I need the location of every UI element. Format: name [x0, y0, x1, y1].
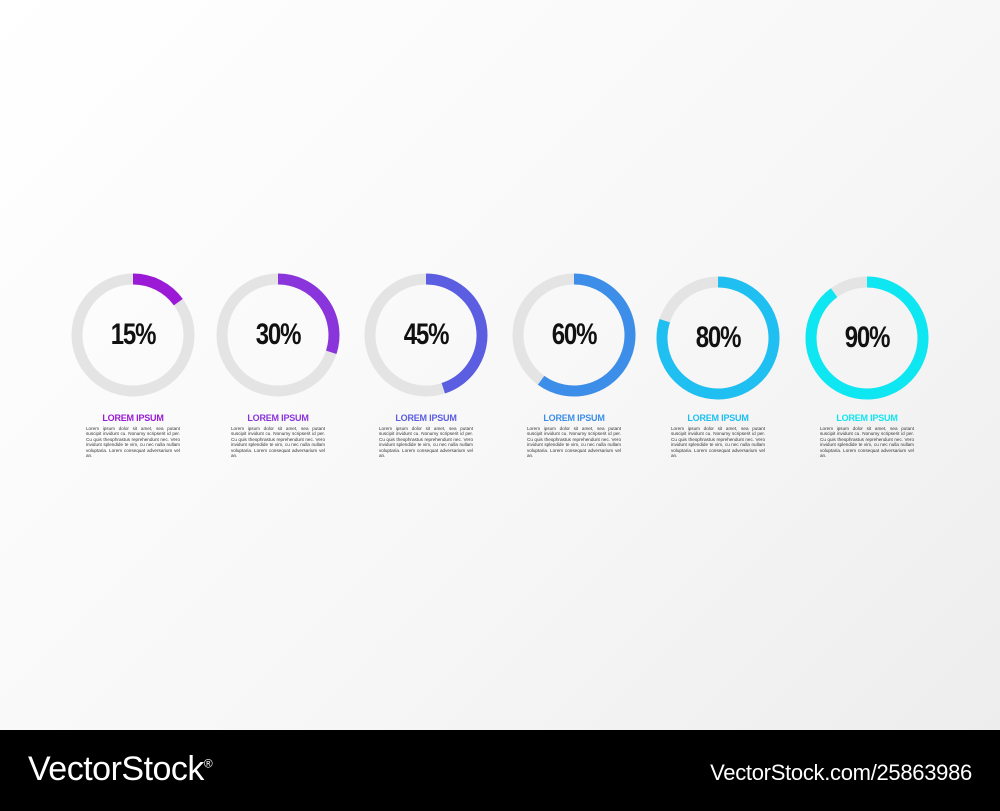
- ring-progress-arc: [277, 273, 340, 354]
- caption-title: LOREM IPSUM: [836, 413, 898, 423]
- caption-body: Lorem ipsum dolor sit amet, sea putant s…: [820, 426, 914, 459]
- percent-label: 45%: [403, 318, 450, 351]
- ring-progress-arc: [132, 273, 183, 306]
- image-reference: VectorStock.com/25863986: [710, 760, 972, 785]
- caption-title: LOREM IPSUM: [247, 413, 309, 423]
- percent-label: 30%: [255, 318, 302, 351]
- caption-title: LOREM IPSUM: [687, 413, 749, 423]
- caption-block: LOREM IPSUM Lorem ipsum dolor sit amet, …: [820, 413, 914, 458]
- ring-progress-arc: [656, 276, 780, 400]
- caption-block: LOREM IPSUM Lorem ipsum dolor sit amet, …: [86, 413, 180, 458]
- progress-ring-30: 30%: [213, 270, 343, 400]
- registered-mark: ®: [203, 756, 213, 771]
- progress-ring-45: 45%: [361, 270, 491, 400]
- caption-body: Lorem ipsum dolor sit amet, sea putant s…: [527, 426, 621, 459]
- watermark-footer: VectorStock® VectorStock.com/25863986: [0, 730, 1000, 811]
- brand-logo[interactable]: VectorStock®: [28, 750, 213, 789]
- percent-label: 15%: [110, 318, 157, 351]
- progress-ring-60: 60%: [509, 270, 639, 400]
- caption-body: Lorem ipsum dolor sit amet, sea putant s…: [231, 426, 325, 459]
- caption-body: Lorem ipsum dolor sit amet, sea putant s…: [671, 426, 765, 459]
- progress-ring-80: 80%: [653, 273, 783, 403]
- percent-label: 90%: [844, 321, 891, 354]
- caption-block: LOREM IPSUM Lorem ipsum dolor sit amet, …: [671, 413, 765, 458]
- caption-body: Lorem ipsum dolor sit amet, sea putant s…: [86, 426, 180, 459]
- ring-progress-arc: [805, 276, 929, 400]
- infographic-canvas: 15% LOREM IPSUM Lorem ipsum dolor sit am…: [68, 270, 932, 458]
- ring-progress-arc: [537, 273, 636, 397]
- percent-label: 80%: [695, 321, 742, 354]
- progress-ring-graphic: [364, 273, 488, 397]
- progress-ring-graphic: [216, 273, 340, 397]
- caption-title: LOREM IPSUM: [395, 413, 457, 423]
- caption-block: LOREM IPSUM Lorem ipsum dolor sit amet, …: [379, 413, 473, 458]
- percent-label: 60%: [551, 318, 598, 351]
- brand-name: VectorStock: [28, 750, 204, 788]
- progress-ring-90: 90%: [802, 273, 932, 403]
- caption-block: LOREM IPSUM Lorem ipsum dolor sit amet, …: [231, 413, 325, 458]
- caption-block: LOREM IPSUM Lorem ipsum dolor sit amet, …: [527, 413, 621, 458]
- progress-ring-graphic: [71, 273, 195, 397]
- caption-body: Lorem ipsum dolor sit amet, sea putant s…: [379, 426, 473, 459]
- caption-title: LOREM IPSUM: [102, 413, 164, 423]
- ring-progress-arc: [425, 273, 488, 394]
- progress-ring-graphic: [805, 276, 929, 400]
- progress-ring-15: 15%: [68, 270, 198, 400]
- progress-ring-graphic: [512, 273, 636, 397]
- progress-ring-graphic: [656, 276, 780, 400]
- caption-title: LOREM IPSUM: [543, 413, 605, 423]
